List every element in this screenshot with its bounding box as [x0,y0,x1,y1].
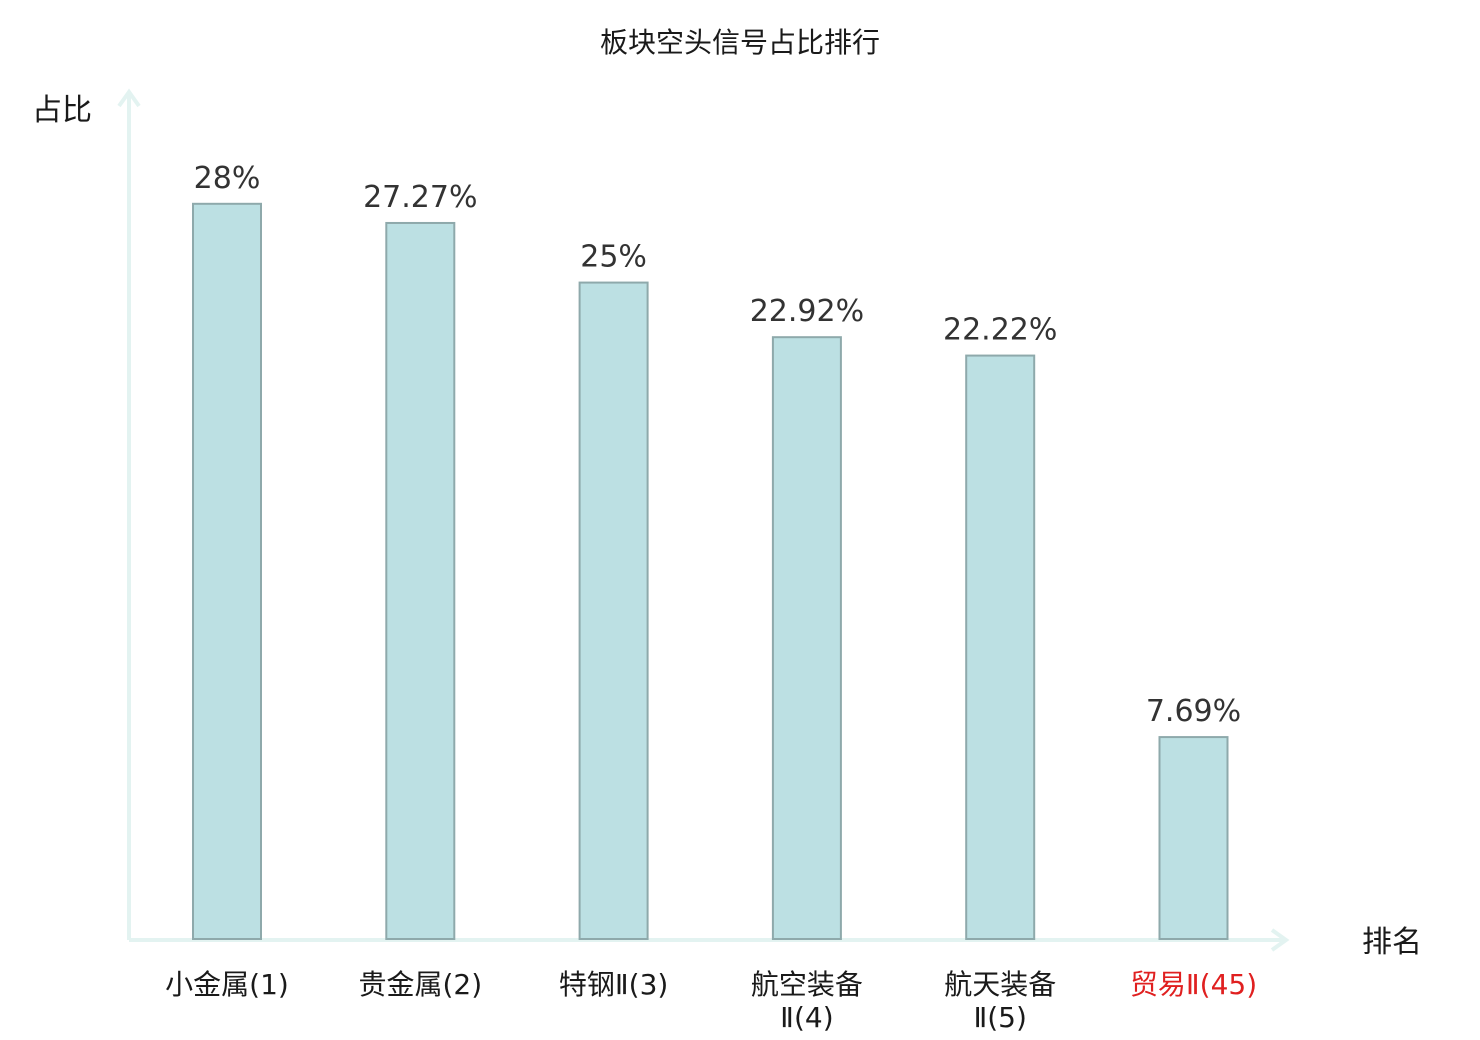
data-label: 28% [194,161,261,196]
data-label: 7.69% [1146,694,1241,729]
bar [1158,736,1229,941]
data-labels-group: 28% 27.27% 25% 22.92% 22.22% 7.69% [194,161,1242,729]
category-label: Ⅱ(5) [973,1001,1026,1034]
category-label: 小金属(1) [165,968,289,1001]
data-label: 25% [580,240,647,275]
category-label: 航天装备 [944,968,1056,1001]
category-label: 航空装备 [751,968,863,1001]
bars-group [192,202,1229,941]
data-label: 22.22% [943,313,1057,348]
category-label: 贸易Ⅱ(45) [1130,968,1257,1001]
data-label: 22.92% [750,294,864,329]
category-label: Ⅱ(4) [780,1001,833,1034]
data-label: 27.27% [363,180,477,215]
bar [578,281,649,940]
bar [965,354,1036,940]
bar [771,336,842,940]
bar [192,202,262,940]
category-label: 贵金属(2) [358,968,482,1001]
category-label: 特钢Ⅱ(3) [559,968,668,1001]
y-axis [117,88,141,940]
bar [385,221,456,940]
x-axis [129,928,1290,952]
chart-title: 板块空头信号占比排行 [600,26,880,59]
y-axis-label: 占比 [32,93,92,128]
x-axis-label: 排名 [1362,925,1422,960]
